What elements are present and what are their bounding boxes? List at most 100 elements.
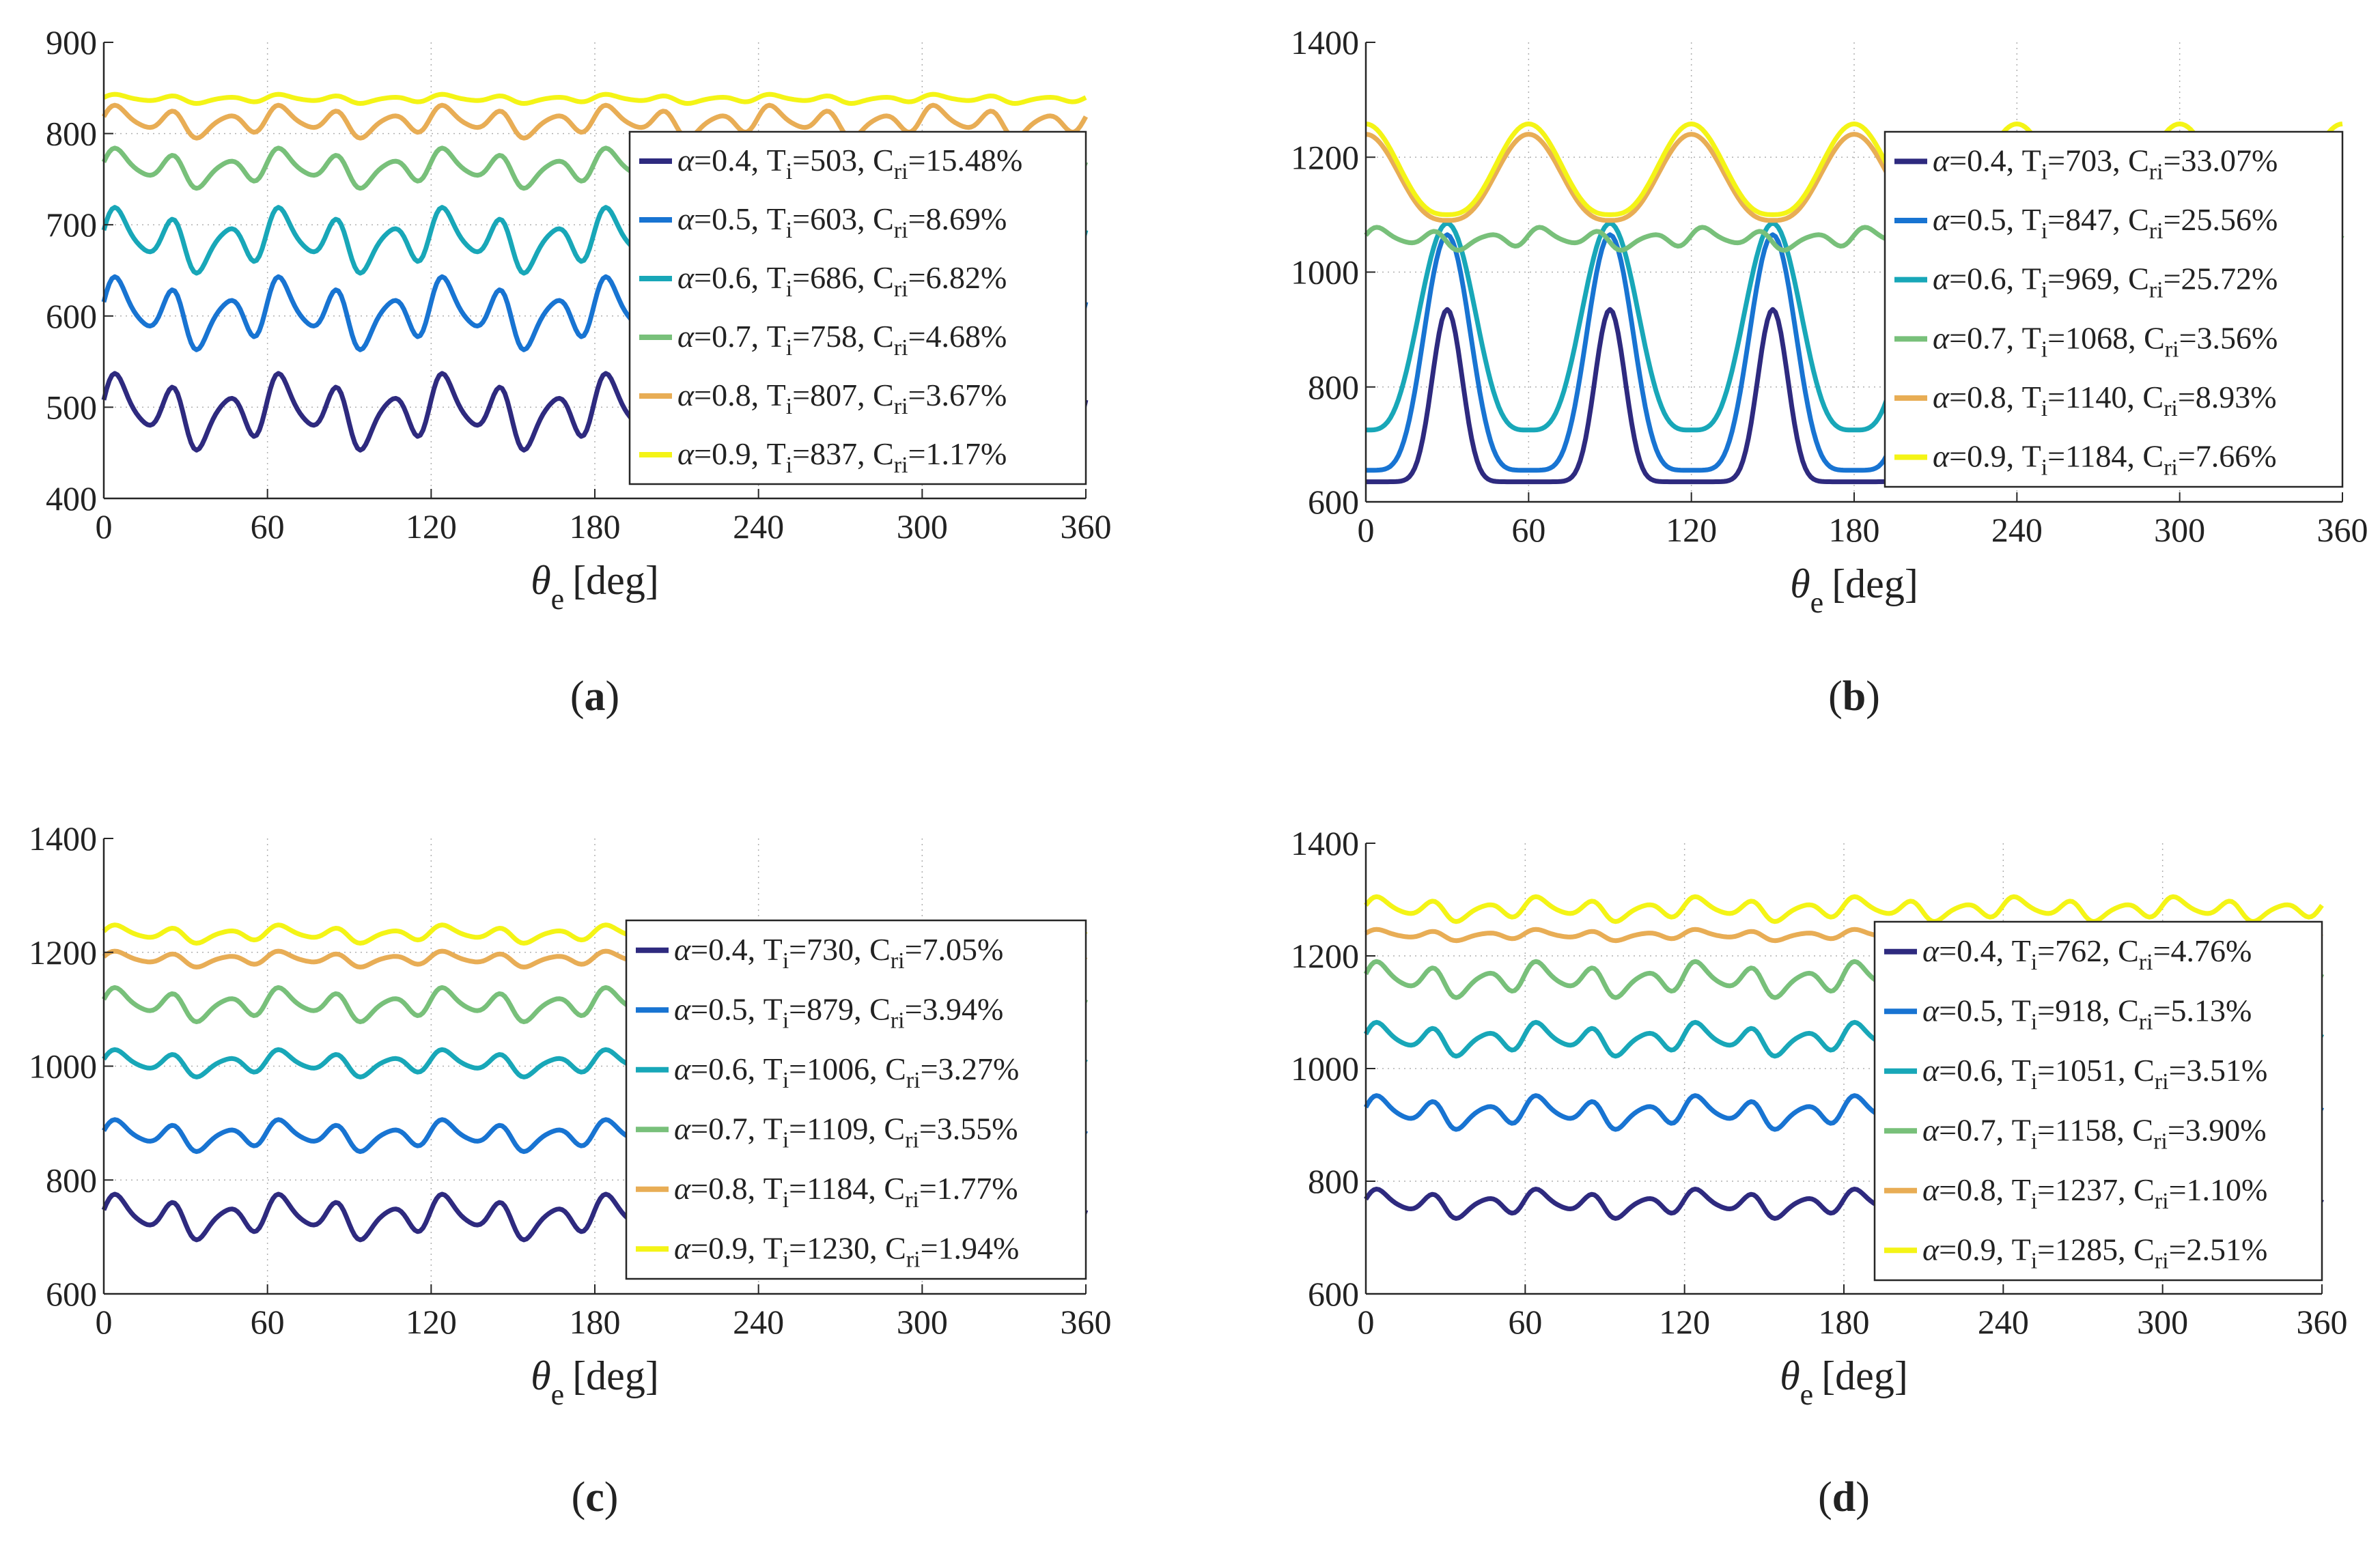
x-tick-label: 180 xyxy=(570,1303,621,1341)
legend-alpha-value: =0.5, T xyxy=(1939,993,2031,1028)
legend-alpha-value: =0.5, T xyxy=(694,201,786,236)
legend-alpha-value: =0.9, T xyxy=(690,1230,783,1265)
legend-c-value: =3.27% xyxy=(921,1051,1020,1086)
legend-c-subscript: ri xyxy=(2165,337,2179,362)
x-tick-label: 300 xyxy=(2137,1303,2188,1341)
legend-t-subscript: i xyxy=(783,948,789,974)
legend-c-subscript: ri xyxy=(2149,218,2164,244)
x-tick-label: 300 xyxy=(2154,511,2205,549)
y-tick-label: 1400 xyxy=(29,819,97,858)
legend-t-subscript: i xyxy=(2041,337,2047,362)
legend-c-subscript: ri xyxy=(2164,455,2178,481)
y-tick-label: 1000 xyxy=(1291,1049,1359,1088)
legend-c-value: =3.94% xyxy=(905,991,1004,1026)
legend-box xyxy=(625,919,1087,1280)
y-tick-label: 1400 xyxy=(1291,23,1359,61)
x-tick-label: 60 xyxy=(251,507,285,546)
legend-alpha-value: =0.6, T xyxy=(1939,1053,2031,1088)
legend-box xyxy=(1884,130,2344,488)
legend-c-value: =8.93% xyxy=(2178,380,2277,414)
legend-t-value: =807, C xyxy=(792,378,894,412)
legend-entry-alpha-0.9: α=0.9, Ti=1230, Cri=1.94% xyxy=(674,1230,1019,1272)
legend-t-subscript: i xyxy=(2031,1069,2037,1094)
caption-open: ( xyxy=(570,673,585,720)
legend-t-value: =1184, C xyxy=(789,1171,905,1206)
y-tick-label: 1200 xyxy=(1291,138,1359,176)
panel-caption: (c) xyxy=(572,1474,619,1521)
x-tick-label: 240 xyxy=(1991,511,2043,549)
legend-t-value: =703, C xyxy=(2047,143,2149,178)
x-tick-label: 360 xyxy=(2317,511,2368,549)
x-tick-label: 300 xyxy=(897,1303,948,1341)
legend-t-value: =1285, C xyxy=(2037,1232,2155,1267)
legend-alpha-value: =0.4, T xyxy=(1939,933,2031,968)
legend-c-value: =15.48% xyxy=(908,143,1023,178)
legend-c-value: =5.13% xyxy=(2153,993,2252,1028)
legend-entry-alpha-0.8: α=0.8, Ti=1184, Cri=1.77% xyxy=(674,1171,1018,1213)
legend-t-subscript: i xyxy=(2031,1009,2037,1034)
legend-alpha-value: =0.6, T xyxy=(1949,262,2041,296)
caption-letter: c xyxy=(585,1474,604,1521)
x-tick-label: 0 xyxy=(96,1303,113,1341)
legend-c-value: =3.55% xyxy=(919,1111,1018,1146)
legend-t-subscript: i xyxy=(783,1008,789,1033)
legend-c-value: =6.82% xyxy=(908,260,1007,295)
legend-c-subscript: ri xyxy=(894,335,908,361)
legend-c-value: =3.90% xyxy=(2168,1112,2267,1147)
legend: α=0.4, Ti=703, Cri=33.07%α=0.5, Ti=847, … xyxy=(1884,130,2344,488)
legend-t-value: =1140, C xyxy=(2047,380,2164,414)
legend-t-subscript: i xyxy=(2041,278,2047,303)
y-tick-label: 800 xyxy=(1308,368,1359,406)
legend-alpha-value: =0.8, T xyxy=(1949,380,2041,414)
legend-alpha-value: =0.5, T xyxy=(690,991,783,1026)
legend-t-subscript: i xyxy=(783,1247,789,1272)
legend-t-value: =730, C xyxy=(789,932,891,967)
legend-c-subscript: ri xyxy=(2139,1009,2153,1034)
legend-alpha-value: =0.4, T xyxy=(690,932,783,967)
legend-entry-alpha-0.9: α=0.9, Ti=1285, Cri=2.51% xyxy=(1922,1232,2267,1273)
y-tick-label: 800 xyxy=(46,1161,97,1199)
legend-c-subscript: ri xyxy=(894,277,908,302)
legend-alpha-symbol: α xyxy=(1922,1232,1940,1267)
legend-entry-alpha-0.6: α=0.6, Ti=1006, Cri=3.27% xyxy=(674,1051,1019,1093)
x-axis-label: θe [deg] xyxy=(1790,561,1918,619)
x-axis-label-subscript: e xyxy=(551,1378,565,1411)
legend-alpha-symbol: α xyxy=(677,319,695,354)
y-tick-label: 1000 xyxy=(1291,253,1359,292)
x-tick-label: 60 xyxy=(251,1303,285,1341)
panel-caption: (b) xyxy=(1828,673,1880,720)
x-tick-label: 120 xyxy=(1659,1303,1710,1341)
legend-alpha-symbol: α xyxy=(1933,320,1950,355)
panel-a: 0 60 120 180 240 300 360 400 500 600 700 800 900 θe [d… xyxy=(46,23,1112,720)
legend-entry-alpha-0.7: α=0.7, Ti=1158, Cri=3.90% xyxy=(1922,1112,2267,1154)
legend-alpha-value: =0.5, T xyxy=(1949,202,2041,237)
legend-alpha-symbol: α xyxy=(1922,933,1940,968)
legend-t-subscript: i xyxy=(2041,218,2047,244)
legend-c-value: =2.51% xyxy=(2169,1232,2268,1267)
x-axis-label-unit: [deg] xyxy=(1832,561,1918,606)
panel-b: 0 60 120 180 240 300 360 600 800 1000 1200 1400 θe [d… xyxy=(1291,23,2368,720)
legend-c-value: =33.07% xyxy=(2164,143,2278,178)
legend-c-value: =1.94% xyxy=(921,1230,1020,1265)
x-tick-label: 240 xyxy=(1978,1303,2029,1341)
legend-t-value: =1158, C xyxy=(2037,1112,2153,1147)
x-axis-label-symbol: θ xyxy=(531,558,550,603)
legend-alpha-symbol: α xyxy=(677,143,695,178)
x-axis-label-unit: [deg] xyxy=(1821,1353,1908,1398)
caption-letter: b xyxy=(1843,673,1866,720)
legend-alpha-symbol: α xyxy=(674,1051,691,1086)
legend-c-subscript: ri xyxy=(905,1187,919,1213)
legend-t-subscript: i xyxy=(2031,1189,2037,1214)
legend-alpha-value: =0.8, T xyxy=(694,378,786,412)
series-line-alpha-0.8 xyxy=(101,102,1089,141)
legend-t-value: =1184, C xyxy=(2047,439,2164,474)
legend-entry-alpha-0.7: α=0.7, Ti=758, Cri=4.68% xyxy=(677,319,1007,361)
legend-c-subscript: ri xyxy=(2149,159,2164,184)
legend-t-value: =1068, C xyxy=(2047,320,2165,355)
y-tick-label: 600 xyxy=(46,1275,97,1313)
x-axis-label-unit: [deg] xyxy=(572,1353,659,1398)
x-tick-label: 180 xyxy=(570,507,621,546)
caption-close: ) xyxy=(1856,1474,1870,1521)
x-tick-label: 240 xyxy=(733,507,784,546)
legend-c-subscript: ri xyxy=(894,453,908,478)
